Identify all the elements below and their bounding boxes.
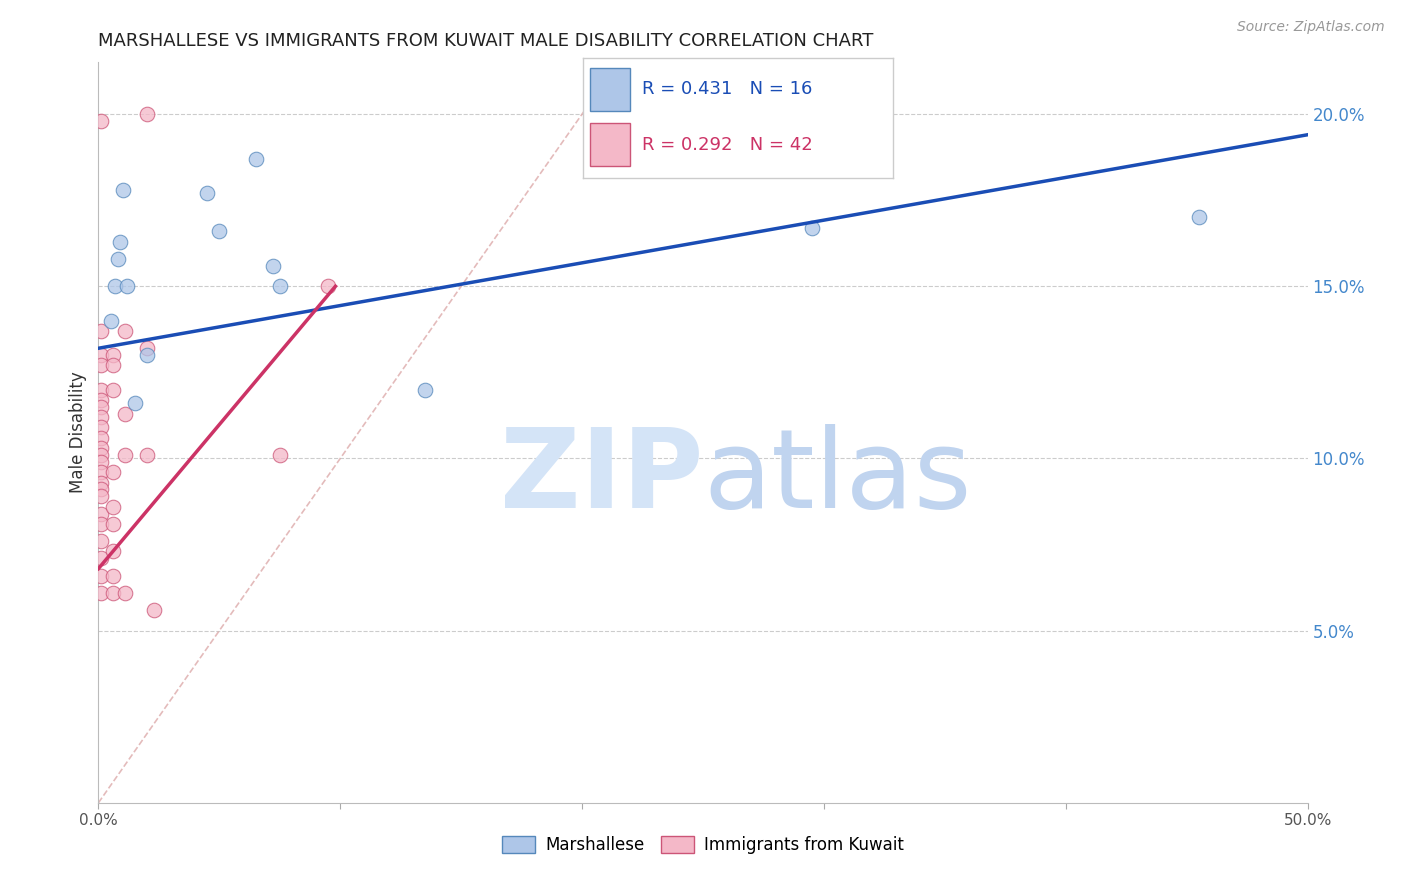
Point — [135, 341, 157, 355]
Point — [101, 544, 124, 558]
Point — [114, 407, 136, 421]
Point — [316, 279, 339, 293]
FancyBboxPatch shape — [589, 123, 630, 166]
Y-axis label: Male Disability: Male Disability — [69, 372, 87, 493]
Point — [90, 324, 112, 338]
Point — [101, 568, 124, 582]
Point — [114, 448, 136, 462]
Point — [195, 186, 218, 201]
Point — [114, 586, 136, 600]
Point — [108, 235, 131, 249]
Text: Source: ZipAtlas.com: Source: ZipAtlas.com — [1237, 20, 1385, 34]
Point — [90, 551, 112, 566]
Point — [90, 483, 112, 497]
Point — [90, 534, 112, 549]
Point — [90, 507, 112, 521]
Point — [90, 441, 112, 455]
Point — [114, 324, 136, 338]
Point — [90, 410, 112, 425]
Point — [90, 568, 112, 582]
Point — [101, 516, 124, 531]
Point — [800, 220, 823, 235]
Point — [90, 114, 112, 128]
Point — [100, 314, 122, 328]
Point — [101, 383, 124, 397]
Point — [107, 252, 129, 266]
Text: R = 0.292   N = 42: R = 0.292 N = 42 — [643, 136, 813, 153]
Point — [101, 359, 124, 373]
Point — [90, 359, 112, 373]
Point — [135, 448, 157, 462]
FancyBboxPatch shape — [589, 68, 630, 111]
Point — [90, 516, 112, 531]
Point — [104, 279, 127, 293]
Point — [101, 348, 124, 362]
Point — [90, 431, 112, 445]
Point — [262, 259, 284, 273]
Point — [117, 279, 139, 293]
Point — [143, 603, 166, 617]
Point — [90, 455, 112, 469]
Point — [90, 392, 112, 407]
Point — [269, 448, 291, 462]
Point — [90, 586, 112, 600]
Point — [90, 383, 112, 397]
Point — [111, 183, 134, 197]
Point — [90, 475, 112, 490]
Point — [1188, 211, 1211, 225]
Point — [90, 489, 112, 503]
Point — [90, 448, 112, 462]
Text: ZIP: ZIP — [499, 424, 703, 531]
Text: atlas: atlas — [703, 424, 972, 531]
Point — [101, 586, 124, 600]
Point — [101, 500, 124, 514]
Point — [90, 400, 112, 414]
Point — [245, 152, 267, 166]
Point — [101, 465, 124, 479]
Point — [90, 420, 112, 434]
Point — [124, 396, 146, 410]
Point — [413, 383, 436, 397]
Point — [90, 465, 112, 479]
Legend: Marshallese, Immigrants from Kuwait: Marshallese, Immigrants from Kuwait — [495, 830, 911, 861]
Point — [90, 348, 112, 362]
Point — [135, 348, 157, 362]
Point — [135, 107, 157, 121]
Text: MARSHALLESE VS IMMIGRANTS FROM KUWAIT MALE DISABILITY CORRELATION CHART: MARSHALLESE VS IMMIGRANTS FROM KUWAIT MA… — [98, 32, 873, 50]
Text: R = 0.431   N = 16: R = 0.431 N = 16 — [643, 80, 813, 98]
Point — [208, 224, 231, 238]
Point — [269, 279, 291, 293]
